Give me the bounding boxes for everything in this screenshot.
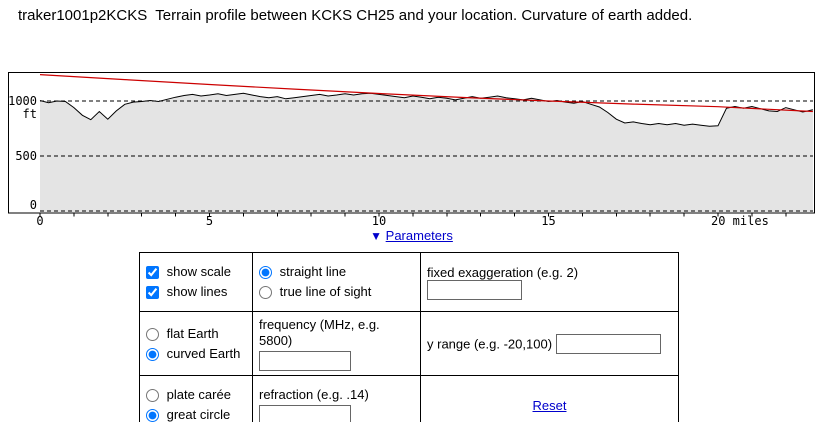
great-circle-radio[interactable] xyxy=(146,409,159,422)
reset-cell: Reset xyxy=(420,375,679,422)
frequency-input[interactable] xyxy=(259,351,351,372)
frequency-cell: frequency (MHz, e.g. 5800) xyxy=(252,310,421,377)
show-lines-checkbox[interactable] xyxy=(146,286,159,300)
display-options-cell: show scale show lines xyxy=(139,252,253,312)
y-axis-unit-label: ft xyxy=(23,107,37,121)
curved-earth-radio[interactable] xyxy=(146,347,159,361)
parameters-toggle-row: ▼ Parameters xyxy=(0,228,823,243)
show-scale-checkbox[interactable] xyxy=(146,266,159,280)
line-type-cell: straight line true line of sight xyxy=(252,252,421,312)
flat-earth-radio[interactable] xyxy=(146,327,159,341)
true-line-of-sight-label: true line of sight xyxy=(279,284,372,299)
line-of-sight xyxy=(39,74,813,113)
terrain-area xyxy=(40,93,813,212)
show-lines-label: show lines xyxy=(166,284,228,299)
x-tick-label-10: 10 xyxy=(372,214,386,228)
refraction-input[interactable] xyxy=(259,404,351,422)
page-title: traker1001p2KCKS Terrain profile between… xyxy=(18,7,693,24)
fixed-exaggeration-label: fixed exaggeration (e.g. 2) xyxy=(427,265,579,281)
y-tick-label-0: 0 xyxy=(30,198,37,212)
chart-border xyxy=(8,72,815,214)
parameters-table: show scale show lines straight line true… xyxy=(139,252,679,422)
show-scale-label: show scale xyxy=(166,264,231,279)
y-range-input[interactable] xyxy=(555,333,661,354)
x-tick-label-5: 5 xyxy=(206,214,213,228)
plate-caree-radio[interactable] xyxy=(146,389,159,403)
parameters-toggle-label: Parameters xyxy=(385,228,453,243)
x-tick-label-15: 15 xyxy=(541,214,555,228)
fixed-exaggeration-cell: fixed exaggeration (e.g. 2) xyxy=(420,252,679,312)
x-ticks xyxy=(39,213,787,217)
x-tick-label-20: 20 miles xyxy=(711,214,769,228)
refraction-label: refraction (e.g. .14) xyxy=(259,386,369,402)
y-range-label: y range (e.g. -20,100) xyxy=(427,336,553,352)
curved-earth-label: curved Earth xyxy=(166,345,241,361)
great-circle-label: great circle xyxy=(166,407,231,422)
refraction-cell: refraction (e.g. .14) xyxy=(252,375,421,422)
parameters-toggle[interactable]: ▼ Parameters xyxy=(370,228,453,243)
collapse-triangle-icon: ▼ xyxy=(370,229,383,243)
x-axis-labels: 0 5 10 15 20 miles xyxy=(36,214,768,228)
y-tick-label-500: 500 xyxy=(15,149,37,163)
plate-caree-label: plate carée xyxy=(166,387,231,403)
y-range-cell: y range (e.g. -20,100) xyxy=(420,310,679,377)
x-tick-label-0: 0 xyxy=(36,214,43,228)
terrain-outline xyxy=(39,92,814,127)
projection-cell: plate carée great circle xyxy=(139,375,253,422)
straight-line-label: straight line xyxy=(279,264,347,279)
reset-link[interactable]: Reset xyxy=(532,397,567,413)
frequency-label: frequency (MHz, e.g. 5800) xyxy=(259,317,380,349)
earth-model-cell: flat Earth curved Earth xyxy=(139,310,253,377)
true-line-of-sight-radio[interactable] xyxy=(259,286,272,300)
gridlines xyxy=(40,100,813,212)
flat-earth-label: flat Earth xyxy=(166,325,219,341)
straight-line-radio[interactable] xyxy=(259,266,272,280)
y-tick-label-1000: 1000 xyxy=(8,94,37,108)
fixed-exaggeration-input[interactable] xyxy=(427,280,522,301)
